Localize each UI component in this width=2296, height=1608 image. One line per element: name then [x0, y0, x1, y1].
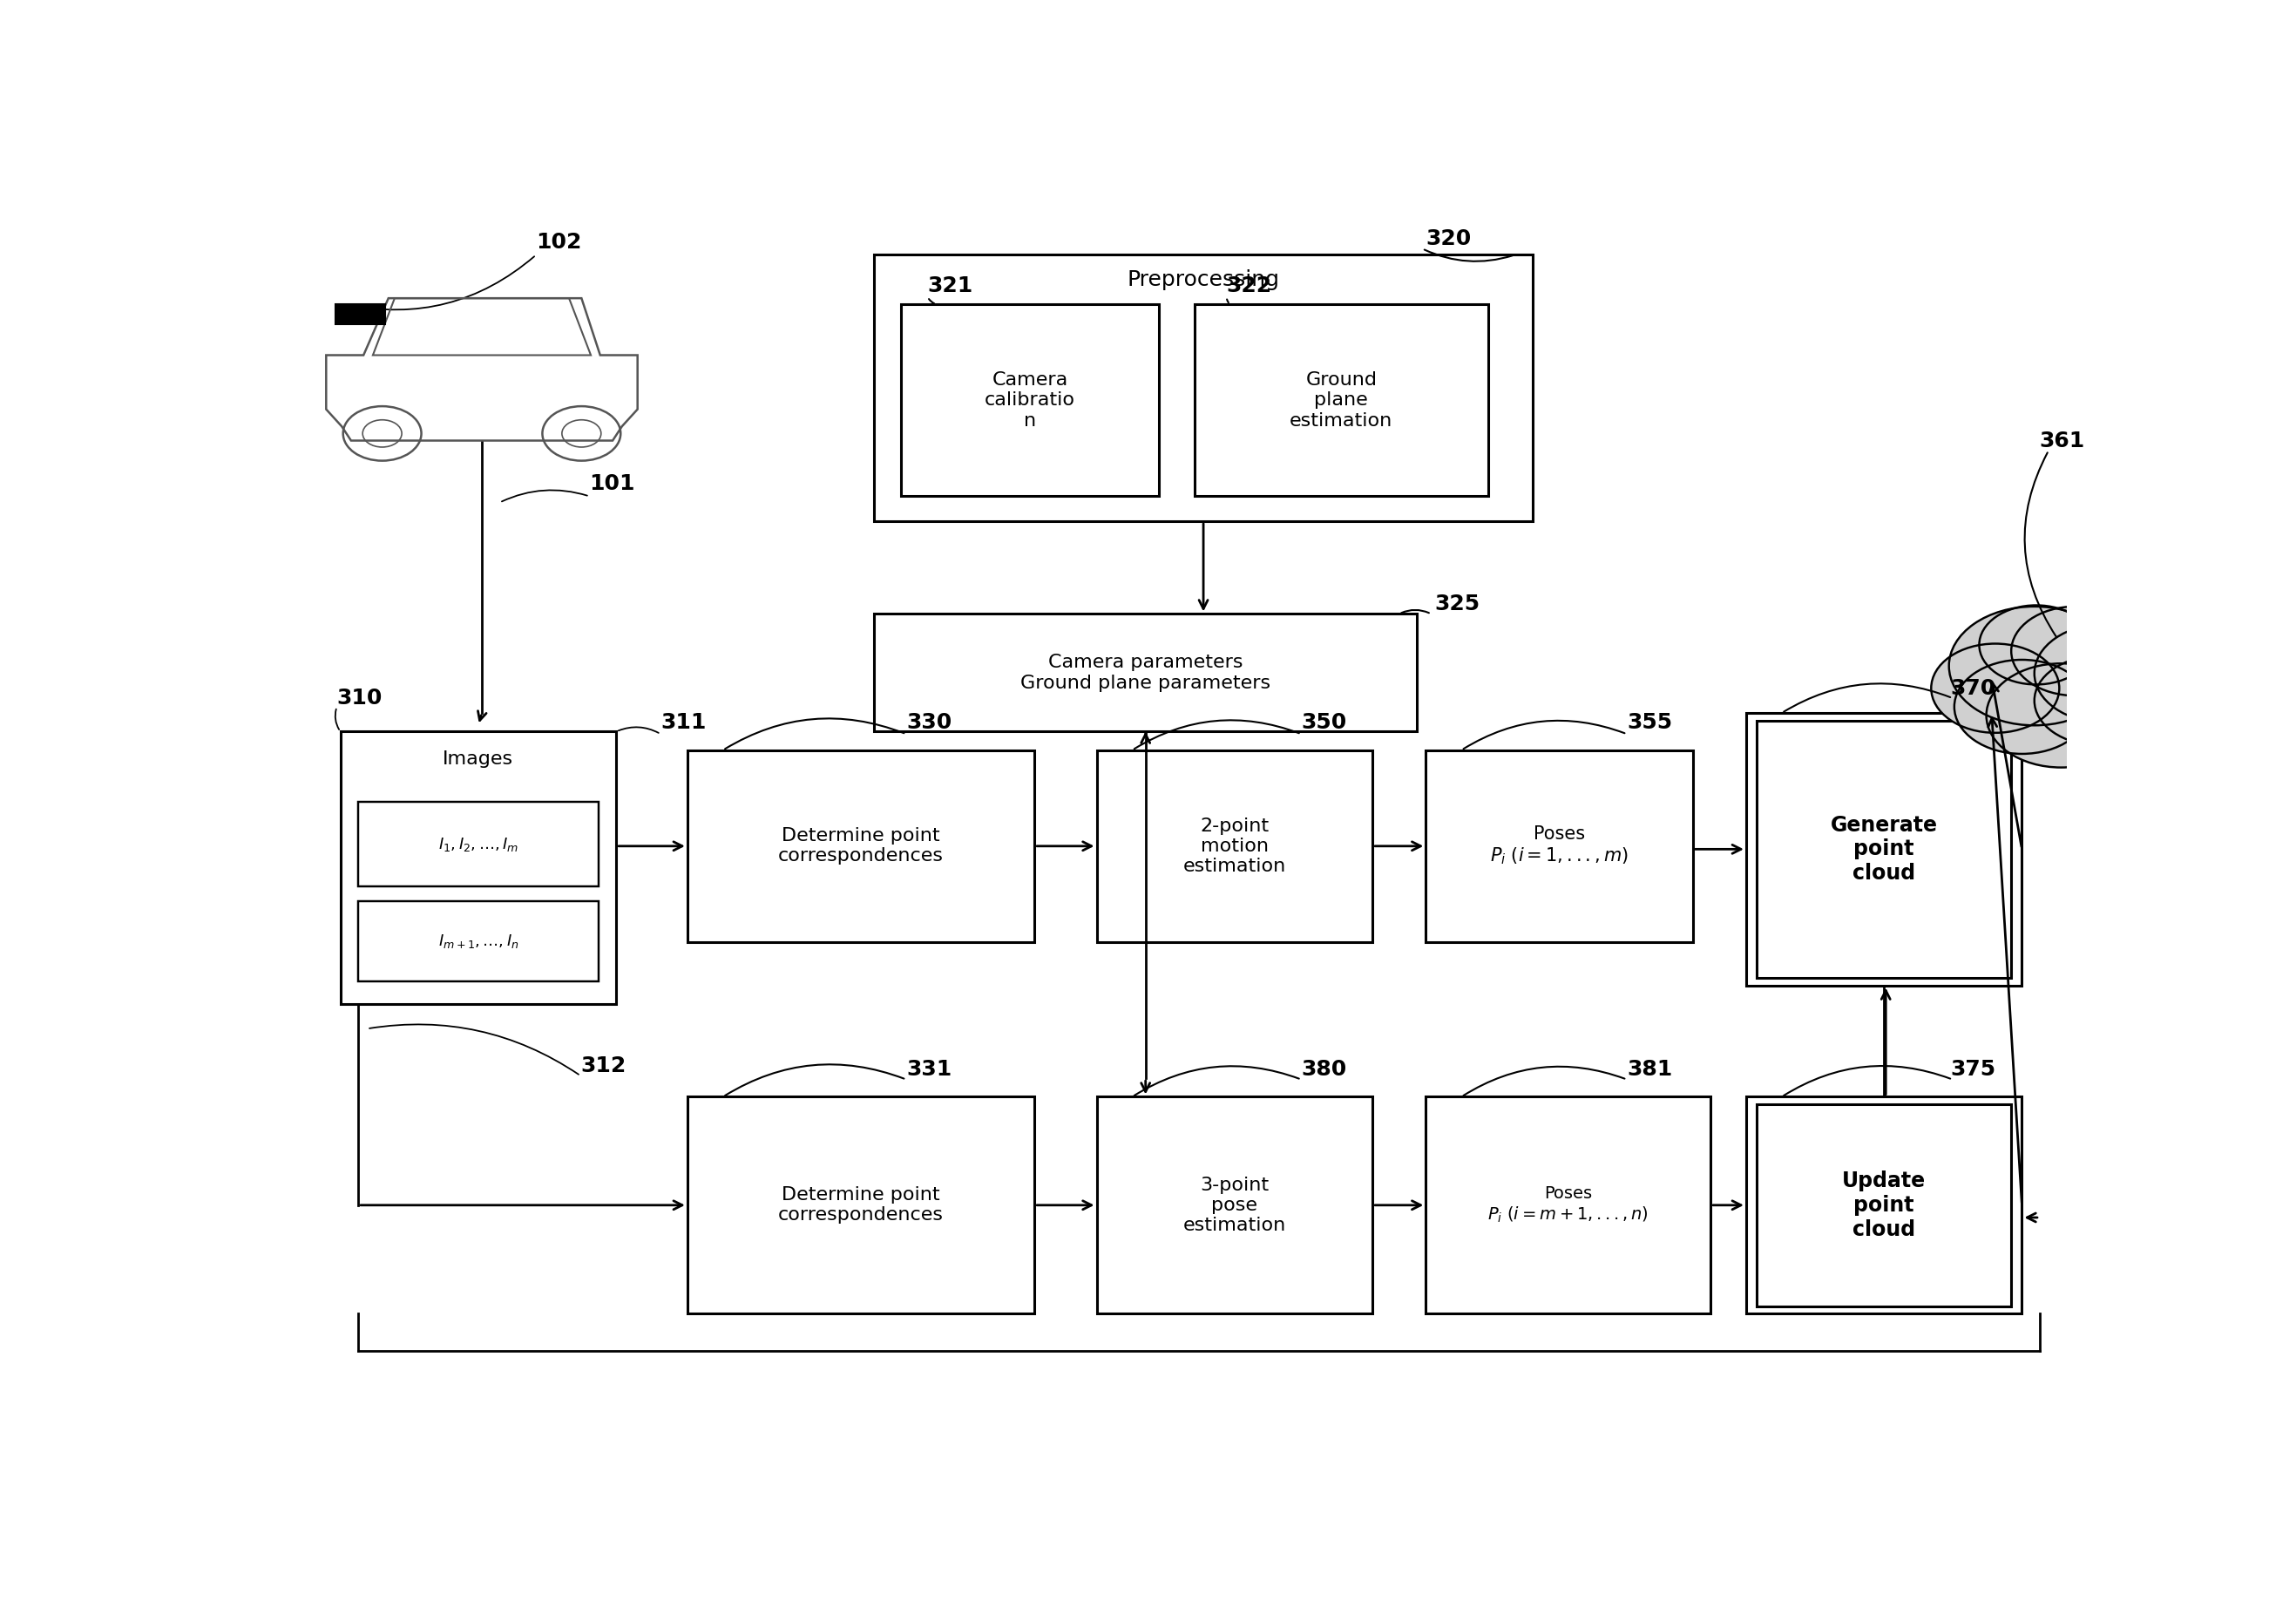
Text: Camera parameters
Ground plane parameters: Camera parameters Ground plane parameter… — [1019, 654, 1270, 691]
FancyBboxPatch shape — [335, 304, 386, 323]
Text: $I_{m+1}, \ldots, I_n$: $I_{m+1}, \ldots, I_n$ — [439, 933, 519, 950]
Text: 355: 355 — [1628, 712, 1671, 733]
Text: 312: 312 — [581, 1055, 627, 1076]
Text: Generate
point
cloud: Generate point cloud — [1830, 815, 1938, 884]
FancyBboxPatch shape — [1756, 720, 2011, 978]
Text: 310: 310 — [338, 688, 383, 709]
Circle shape — [2034, 656, 2163, 745]
Text: 2-point
motion
estimation: 2-point motion estimation — [1182, 817, 1286, 875]
Text: 311: 311 — [661, 712, 707, 733]
FancyBboxPatch shape — [1194, 304, 1488, 497]
Text: 325: 325 — [1435, 593, 1481, 614]
Text: 320: 320 — [1426, 228, 1472, 249]
FancyBboxPatch shape — [358, 900, 599, 981]
Circle shape — [1979, 605, 2094, 685]
FancyBboxPatch shape — [687, 1097, 1033, 1314]
FancyBboxPatch shape — [1097, 749, 1373, 942]
FancyBboxPatch shape — [1745, 712, 2023, 986]
FancyBboxPatch shape — [875, 256, 1534, 521]
FancyBboxPatch shape — [687, 749, 1033, 942]
Circle shape — [1931, 643, 2060, 733]
Text: $I_1, I_2, \ldots, I_m$: $I_1, I_2, \ldots, I_m$ — [439, 836, 519, 852]
Text: 350: 350 — [1302, 712, 1348, 733]
Text: Poses
$P_i$ $(i = m+1, ..., n)$: Poses $P_i$ $(i = m+1, ..., n)$ — [1488, 1185, 1649, 1225]
FancyBboxPatch shape — [1426, 1097, 1711, 1314]
FancyBboxPatch shape — [1426, 749, 1692, 942]
FancyBboxPatch shape — [1756, 1105, 2011, 1306]
Circle shape — [2011, 606, 2140, 696]
Circle shape — [1954, 659, 2089, 754]
Text: 381: 381 — [1628, 1060, 1671, 1081]
FancyBboxPatch shape — [340, 732, 615, 1003]
Text: Ground
plane
estimation: Ground plane estimation — [1290, 371, 1394, 429]
Text: Determine point
correspondences: Determine point correspondences — [778, 1187, 944, 1224]
Text: 361: 361 — [2039, 429, 2085, 452]
Circle shape — [1949, 606, 2119, 725]
Text: Determine point
correspondences: Determine point correspondences — [778, 827, 944, 865]
Text: 101: 101 — [590, 473, 636, 494]
FancyBboxPatch shape — [1097, 1097, 1373, 1314]
Text: 375: 375 — [1952, 1060, 1995, 1081]
Text: 322: 322 — [1226, 275, 1272, 296]
FancyBboxPatch shape — [358, 802, 599, 886]
Circle shape — [2034, 624, 2177, 724]
Text: Camera
calibratio
n: Camera calibratio n — [985, 371, 1075, 429]
Text: 380: 380 — [1302, 1060, 1348, 1081]
Text: 330: 330 — [907, 712, 953, 733]
Text: Poses
$P_i$ $(i = 1, ..., m)$: Poses $P_i$ $(i = 1, ..., m)$ — [1490, 825, 1628, 867]
Text: 331: 331 — [907, 1060, 953, 1081]
Text: 370: 370 — [1952, 677, 1995, 699]
Text: 102: 102 — [537, 232, 581, 252]
Circle shape — [1952, 609, 2147, 746]
Text: Update
point
cloud: Update point cloud — [1841, 1171, 1926, 1240]
Circle shape — [1986, 664, 2135, 767]
Text: Preprocessing: Preprocessing — [1127, 269, 1279, 289]
Text: Images: Images — [443, 749, 514, 767]
Text: 321: 321 — [928, 275, 974, 296]
Text: 3-point
pose
estimation: 3-point pose estimation — [1182, 1175, 1286, 1233]
FancyBboxPatch shape — [900, 304, 1159, 497]
FancyBboxPatch shape — [875, 614, 1417, 732]
FancyBboxPatch shape — [1745, 1097, 2023, 1314]
